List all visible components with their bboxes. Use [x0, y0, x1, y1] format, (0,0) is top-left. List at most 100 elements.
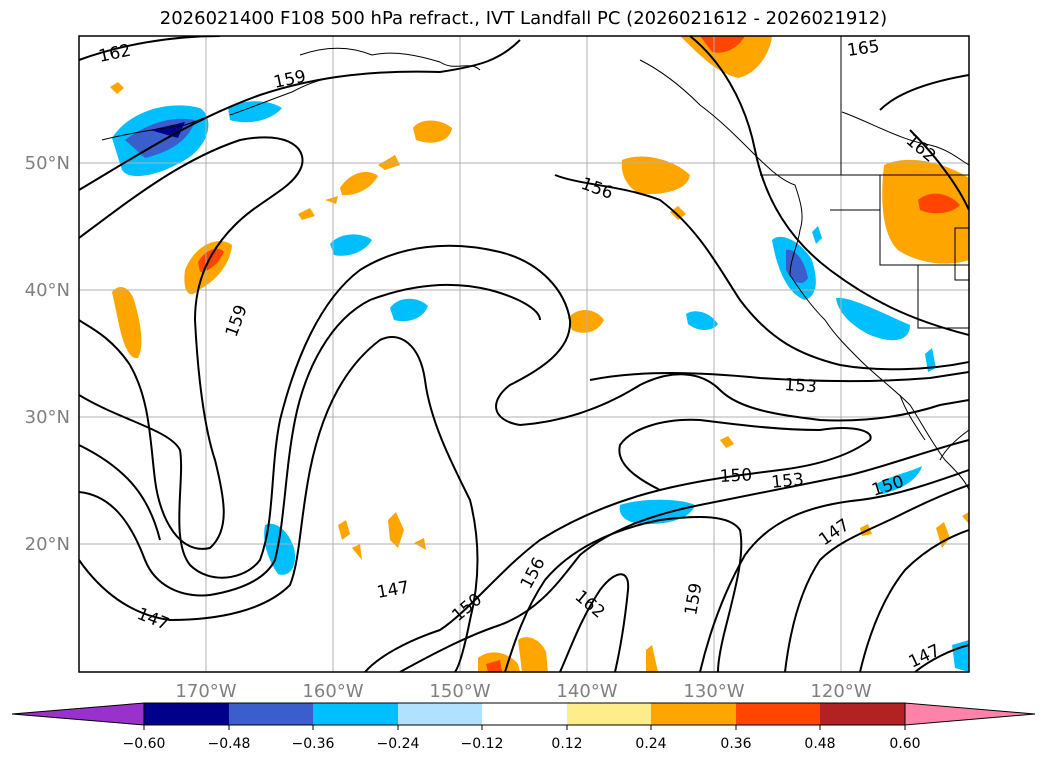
colorbar-segment	[482, 703, 567, 725]
colorbar-tick-label: 0.36	[720, 736, 751, 752]
colorbar-segment	[229, 703, 313, 725]
colorbar: −0.60 −0.48 −0.36 −0.24 −0.12 0.12 0.24 …	[11, 702, 1036, 752]
map-title: 2026021400 F108 500 hPa refract., IVT La…	[159, 8, 888, 29]
colorbar-tick-label: −0.24	[377, 736, 420, 752]
contour-156	[504, 516, 743, 672]
shade-orange-p	[518, 637, 548, 672]
lon-label: 170°W	[175, 681, 236, 702]
colorbar-extend-left	[11, 702, 145, 726]
contour-ne-1	[689, 36, 969, 336]
lon-label: 160°W	[302, 681, 363, 702]
shade-orange-d	[298, 208, 315, 220]
contour-ne-2	[879, 74, 969, 111]
shade-orange-i	[621, 156, 690, 195]
shade-orange-g	[112, 286, 142, 359]
contour-147-s	[784, 484, 969, 672]
shade-blue-c	[686, 311, 718, 330]
colorbar-segment	[820, 703, 905, 725]
contour-label: 165	[846, 37, 881, 61]
contour-162-s	[699, 469, 969, 672]
coastlines	[101, 36, 969, 491]
shade-orange-h	[568, 309, 604, 333]
colorbar-segment	[651, 703, 736, 725]
shade-orange-e	[325, 196, 338, 204]
contour-north-2	[79, 136, 304, 550]
lat-label: 30°N	[25, 407, 70, 428]
colorbar-tick-label: −0.48	[208, 736, 251, 752]
contour-label: 153	[770, 470, 804, 493]
contour-inner-4	[79, 444, 161, 541]
colorbar-tick-label: 0.48	[804, 736, 835, 752]
contour-159-n	[79, 39, 521, 191]
shade-orange-b	[340, 172, 378, 196]
shade-blue-h	[876, 466, 922, 494]
lon-label: 130°W	[683, 681, 744, 702]
colorbar-tick-label: 0.24	[635, 736, 666, 752]
contour-156-c	[554, 174, 969, 371]
shade-blue-a	[330, 234, 372, 256]
contour-label: 159	[681, 581, 706, 616]
contour-label: 150	[869, 472, 906, 501]
contour-label: 159	[222, 302, 252, 339]
shade-orange-l	[338, 520, 350, 540]
contour-150	[364, 418, 872, 672]
contour-inner-2	[79, 283, 541, 597]
lat-label: 40°N	[25, 280, 70, 301]
shade-blue-ca3	[812, 226, 822, 244]
contour-inner-1	[79, 244, 969, 579]
contour-147-se	[914, 644, 969, 672]
colorbar-segment	[736, 703, 820, 725]
shade-dot-1	[110, 82, 124, 94]
shade-red-ne	[918, 193, 960, 214]
shade-blue-ca2	[836, 297, 910, 341]
colorbar-tick-label: 0.12	[551, 736, 582, 752]
colorbar-segment	[398, 703, 482, 725]
shade-red-top	[700, 36, 745, 53]
shade-orange-n	[352, 544, 362, 560]
lon-label: 150°W	[429, 681, 490, 702]
contour-label: 162	[97, 41, 133, 67]
shade-blue-g	[925, 348, 936, 372]
shade-blue-e	[264, 523, 296, 575]
lat-label: 20°N	[25, 534, 70, 555]
contour-label: 159	[272, 67, 308, 93]
colorbar-outline	[143, 702, 906, 726]
contour-label: 150	[719, 465, 752, 487]
lon-label-group: 170°W 160°W 150°W 140°W 130°W 120°W	[175, 681, 871, 702]
contour-label: 153	[784, 375, 818, 397]
shade-orange-r	[720, 436, 734, 448]
lat-label-group: 50°N 40°N 30°N 20°N	[25, 153, 70, 555]
colorbar-extend-right	[904, 702, 1036, 726]
shade-orange-t	[962, 512, 969, 524]
contour-label: 147	[375, 578, 410, 603]
shade-orange-a	[413, 120, 452, 143]
shade-orange-q	[646, 645, 658, 672]
lon-label: 120°W	[810, 681, 871, 702]
colorbar-segment	[313, 703, 398, 725]
shade-aleutian-e	[228, 101, 282, 123]
shade-red-o	[486, 660, 502, 672]
colorbar-tick-label: −0.36	[292, 736, 335, 752]
contour-label: 147	[134, 604, 172, 635]
lat-label: 50°N	[25, 153, 70, 174]
shade-orange-k	[388, 512, 404, 548]
contour-label: 156	[578, 174, 615, 204]
contour-label: 147	[906, 641, 944, 673]
lon-label: 140°W	[556, 681, 617, 702]
colorbar-tick-label: −0.60	[123, 736, 166, 752]
shade-orange-j	[670, 206, 686, 220]
contour-inner-3	[79, 335, 479, 672]
map-frame	[78, 35, 970, 673]
contour-153-mid	[589, 371, 969, 382]
contour-147-e	[859, 529, 969, 672]
shade-blue-b	[390, 298, 428, 322]
colorbar-tick-label: 0.60	[889, 736, 920, 752]
contour-label: 162	[571, 587, 609, 623]
shade-red-f	[198, 248, 224, 272]
colorbar-tick-label: −0.12	[461, 736, 504, 752]
contour-label: 147	[815, 515, 853, 550]
graticule	[79, 36, 969, 672]
colorbar-segment	[144, 703, 229, 725]
colorbar-segment	[567, 703, 651, 725]
